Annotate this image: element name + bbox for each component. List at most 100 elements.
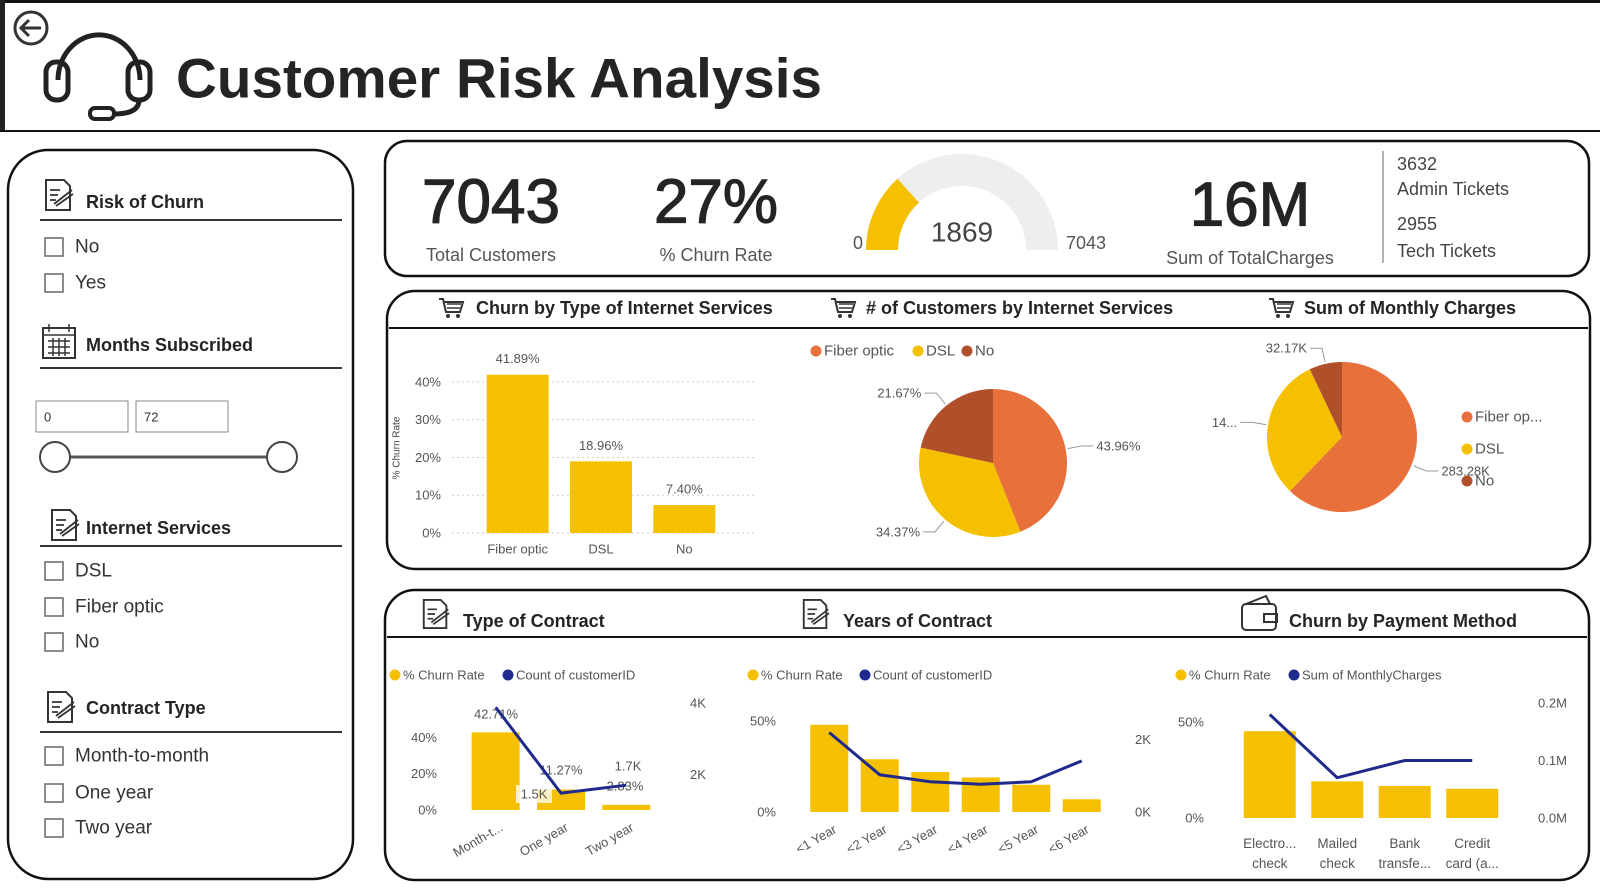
bar xyxy=(471,732,520,810)
x-tick-label: Fiber optic xyxy=(487,542,548,557)
legend-swatch xyxy=(1461,443,1473,455)
kpi-value: 27% xyxy=(654,168,778,237)
data-label: 1.7K xyxy=(615,759,642,774)
page-title: Customer Risk Analysis xyxy=(176,47,822,110)
checkbox[interactable] xyxy=(44,273,64,293)
y-tick-label: 10% xyxy=(415,488,441,503)
legend-swatch xyxy=(1461,411,1473,423)
range-input[interactable] xyxy=(35,400,129,433)
kpi-label: Sum of TotalCharges xyxy=(1166,248,1334,268)
slider-handle[interactable] xyxy=(39,441,71,473)
bar xyxy=(1243,731,1296,818)
legend-label: Count of customerID xyxy=(873,668,992,683)
bar xyxy=(1012,784,1051,812)
y-tick-label: 40% xyxy=(415,374,441,389)
filter-option[interactable]: Month-to-month xyxy=(75,746,209,767)
filter-option[interactable]: Yes xyxy=(75,273,106,294)
data-label: 11.27% xyxy=(539,763,583,778)
doc-icon xyxy=(802,598,831,630)
bar xyxy=(653,505,716,533)
leader-line xyxy=(1413,465,1439,472)
gauge-value xyxy=(866,178,919,250)
filter-panel xyxy=(6,148,355,881)
x-tick-label: <4 Year xyxy=(944,821,991,857)
data-label: 42.71% xyxy=(474,707,519,722)
kpi-card xyxy=(383,139,1591,278)
legend-label: % Churn Rate xyxy=(403,668,485,683)
legend-swatch xyxy=(1175,669,1187,681)
checkbox[interactable] xyxy=(44,632,64,652)
checkbox[interactable] xyxy=(44,597,64,617)
back-button[interactable] xyxy=(13,10,49,46)
data-label: 41.89% xyxy=(496,351,541,366)
legend-label: Sum of MonthlyCharges xyxy=(1302,668,1442,683)
y-tick-label: 20% xyxy=(411,766,437,781)
left-border xyxy=(0,0,5,131)
ticket-count: 3632 xyxy=(1397,154,1437,174)
checkbox[interactable] xyxy=(44,783,64,803)
bar xyxy=(602,804,651,810)
bar xyxy=(486,374,549,533)
kpi-label: Total Customers xyxy=(426,245,556,265)
filter-icon xyxy=(51,509,80,541)
y-tick-label: 0% xyxy=(757,805,776,820)
range-input[interactable] xyxy=(135,400,229,433)
bar xyxy=(1378,785,1431,818)
gauge-track xyxy=(866,154,1058,250)
checkbox[interactable] xyxy=(44,561,64,581)
filter-option[interactable]: No xyxy=(75,632,99,653)
chart-title: Sum of Monthly Charges xyxy=(1304,298,1516,318)
slider-handle[interactable] xyxy=(266,441,298,473)
pie-slice xyxy=(1289,362,1418,513)
legend-swatch xyxy=(502,669,514,681)
checkbox[interactable] xyxy=(44,746,64,766)
bar xyxy=(1062,799,1101,812)
headset-icon xyxy=(43,32,153,121)
legend-label: No xyxy=(1475,473,1494,490)
filter-option[interactable]: One year xyxy=(75,783,154,804)
chart-title: Churn by Payment Method xyxy=(1289,611,1517,631)
filter-option[interactable]: No xyxy=(75,237,99,258)
filter-icon xyxy=(47,691,76,723)
internet-card xyxy=(385,289,1592,571)
legend-label: % Churn Rate xyxy=(761,668,843,683)
kpi-value: 16M xyxy=(1190,171,1311,240)
wallet-icon xyxy=(1241,594,1278,631)
cart-icon xyxy=(1268,298,1294,319)
ticket-count: 2955 xyxy=(1397,214,1437,234)
legend-swatch xyxy=(961,345,973,357)
y2-tick-label: 0.0M xyxy=(1538,811,1567,826)
y-axis-title: % Churn Rate xyxy=(392,416,403,479)
label-box xyxy=(516,785,552,803)
filter-option[interactable]: DSL xyxy=(75,561,112,582)
filter-icon xyxy=(45,179,74,211)
x-tick-label: Two year xyxy=(583,819,637,859)
x-tick-label: <3 Year xyxy=(894,821,941,857)
y2-tick-label: 0.1M xyxy=(1538,753,1567,768)
gauge-max: 7043 xyxy=(1066,233,1106,253)
y-tick-label: 40% xyxy=(411,730,437,745)
leader-line xyxy=(923,520,945,533)
checkbox[interactable] xyxy=(44,237,64,257)
legend-swatch xyxy=(747,669,759,681)
leader-line xyxy=(1067,445,1094,450)
doc-icon xyxy=(422,598,451,630)
filter-option[interactable]: Fiber optic xyxy=(75,597,164,618)
y2-tick-label: 0K xyxy=(1135,805,1151,820)
range-value: 0 xyxy=(44,410,51,425)
filter-option[interactable]: Two year xyxy=(75,818,153,839)
x-tick-label: One year xyxy=(517,819,571,859)
y-tick-label: 0% xyxy=(422,526,441,541)
chart-title: Years of Contract xyxy=(843,611,992,631)
y-tick-label: 50% xyxy=(1178,715,1204,730)
x-tick-label: <6 Year xyxy=(1045,821,1092,857)
filter-title: Contract Type xyxy=(86,698,206,718)
chart-title: # of Customers by Internet Services xyxy=(866,298,1173,318)
kpi-value: 7043 xyxy=(422,168,560,237)
legend-label: % Churn Rate xyxy=(1189,668,1271,683)
checkbox[interactable] xyxy=(44,818,64,838)
legend-label: Count of customerID xyxy=(516,668,635,683)
line xyxy=(494,706,627,795)
data-label: 14... xyxy=(1212,415,1237,430)
